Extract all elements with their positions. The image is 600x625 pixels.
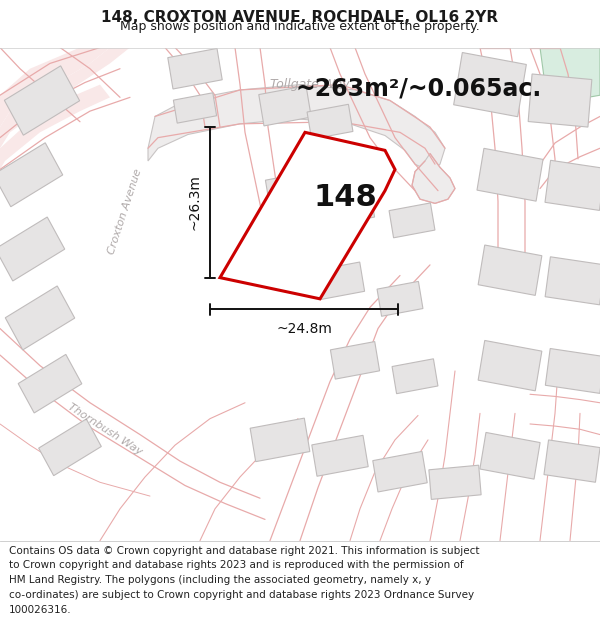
- Polygon shape: [412, 154, 455, 203]
- Polygon shape: [265, 172, 314, 209]
- Polygon shape: [545, 160, 600, 211]
- Text: to Crown copyright and database rights 2023 and is reproduced with the permissio: to Crown copyright and database rights 2…: [9, 561, 464, 571]
- Polygon shape: [478, 245, 542, 296]
- Polygon shape: [477, 148, 543, 201]
- Text: ~24.8m: ~24.8m: [276, 322, 332, 336]
- Text: Croxton Avenue: Croxton Avenue: [106, 168, 143, 256]
- Polygon shape: [545, 349, 600, 393]
- Polygon shape: [220, 132, 395, 299]
- Polygon shape: [5, 286, 75, 350]
- Polygon shape: [373, 451, 427, 492]
- Polygon shape: [18, 354, 82, 413]
- Polygon shape: [38, 419, 101, 476]
- Text: 148, CROXTON AVENUE, ROCHDALE, OL16 2YR: 148, CROXTON AVENUE, ROCHDALE, OL16 2YR: [101, 11, 499, 26]
- Polygon shape: [454, 52, 526, 117]
- Polygon shape: [545, 257, 600, 305]
- Polygon shape: [392, 359, 438, 394]
- Polygon shape: [480, 432, 540, 479]
- Polygon shape: [316, 262, 365, 299]
- Polygon shape: [250, 418, 310, 462]
- Polygon shape: [312, 436, 368, 476]
- Text: 148: 148: [313, 183, 377, 213]
- Polygon shape: [377, 281, 423, 316]
- Polygon shape: [0, 84, 110, 169]
- Polygon shape: [0, 48, 130, 148]
- Polygon shape: [325, 188, 374, 226]
- Text: co-ordinates) are subject to Crown copyright and database rights 2023 Ordnance S: co-ordinates) are subject to Crown copyr…: [9, 590, 474, 600]
- Polygon shape: [173, 92, 217, 123]
- Text: Map shows position and indicative extent of the property.: Map shows position and indicative extent…: [120, 20, 480, 33]
- Text: 100026316.: 100026316.: [9, 605, 71, 615]
- Polygon shape: [331, 342, 380, 379]
- Text: ~26.3m: ~26.3m: [188, 174, 202, 230]
- Polygon shape: [0, 142, 63, 207]
- Polygon shape: [528, 74, 592, 127]
- Text: Thornbush Way: Thornbush Way: [66, 401, 144, 457]
- Polygon shape: [0, 48, 110, 127]
- Polygon shape: [0, 217, 65, 281]
- Polygon shape: [544, 440, 600, 483]
- Polygon shape: [307, 104, 353, 139]
- Text: Tollgate Way: Tollgate Way: [270, 78, 350, 91]
- Text: HM Land Registry. The polygons (including the associated geometry, namely x, y: HM Land Registry. The polygons (includin…: [9, 575, 431, 585]
- Polygon shape: [478, 341, 542, 391]
- Polygon shape: [259, 86, 311, 126]
- Polygon shape: [540, 48, 600, 101]
- Polygon shape: [389, 203, 435, 238]
- Text: Contains OS data © Crown copyright and database right 2021. This information is : Contains OS data © Crown copyright and d…: [9, 546, 479, 556]
- Text: ~263m²/~0.065ac.: ~263m²/~0.065ac.: [295, 76, 541, 101]
- Polygon shape: [429, 465, 481, 499]
- Polygon shape: [168, 49, 222, 89]
- Polygon shape: [148, 84, 445, 172]
- Polygon shape: [4, 66, 80, 135]
